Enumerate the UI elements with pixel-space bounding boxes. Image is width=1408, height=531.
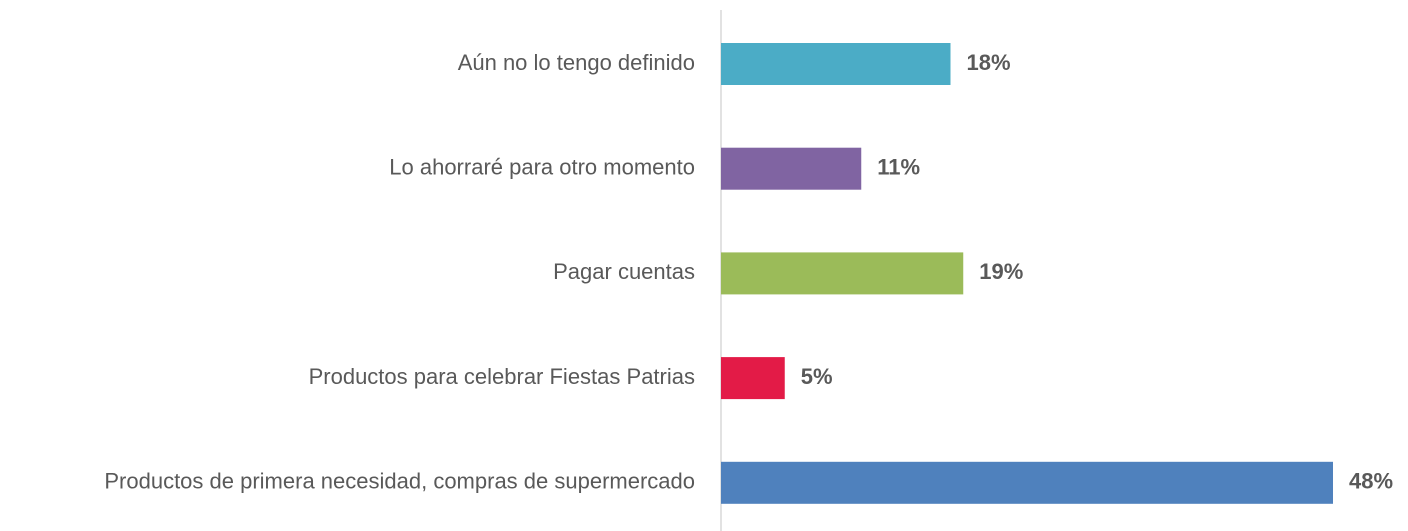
- value-label: 18%: [967, 50, 1011, 75]
- bar: [721, 43, 951, 85]
- value-label: 5%: [801, 364, 833, 389]
- category-label: Productos para celebrar Fiestas Patrias: [309, 364, 695, 389]
- bar: [721, 252, 964, 295]
- bar: [721, 147, 862, 190]
- category-label: Lo ahorraré para otro momento: [389, 155, 695, 180]
- value-label: 11%: [877, 155, 920, 180]
- category-label: Pagar cuentas: [553, 259, 695, 284]
- value-label: 48%: [1349, 469, 1393, 494]
- bar: [721, 357, 785, 400]
- bar: [721, 461, 1333, 504]
- value-label: 19%: [979, 259, 1023, 284]
- category-label: Aún no lo tengo definido: [458, 50, 695, 75]
- category-label: Productos de primera necesidad, compras …: [104, 469, 695, 494]
